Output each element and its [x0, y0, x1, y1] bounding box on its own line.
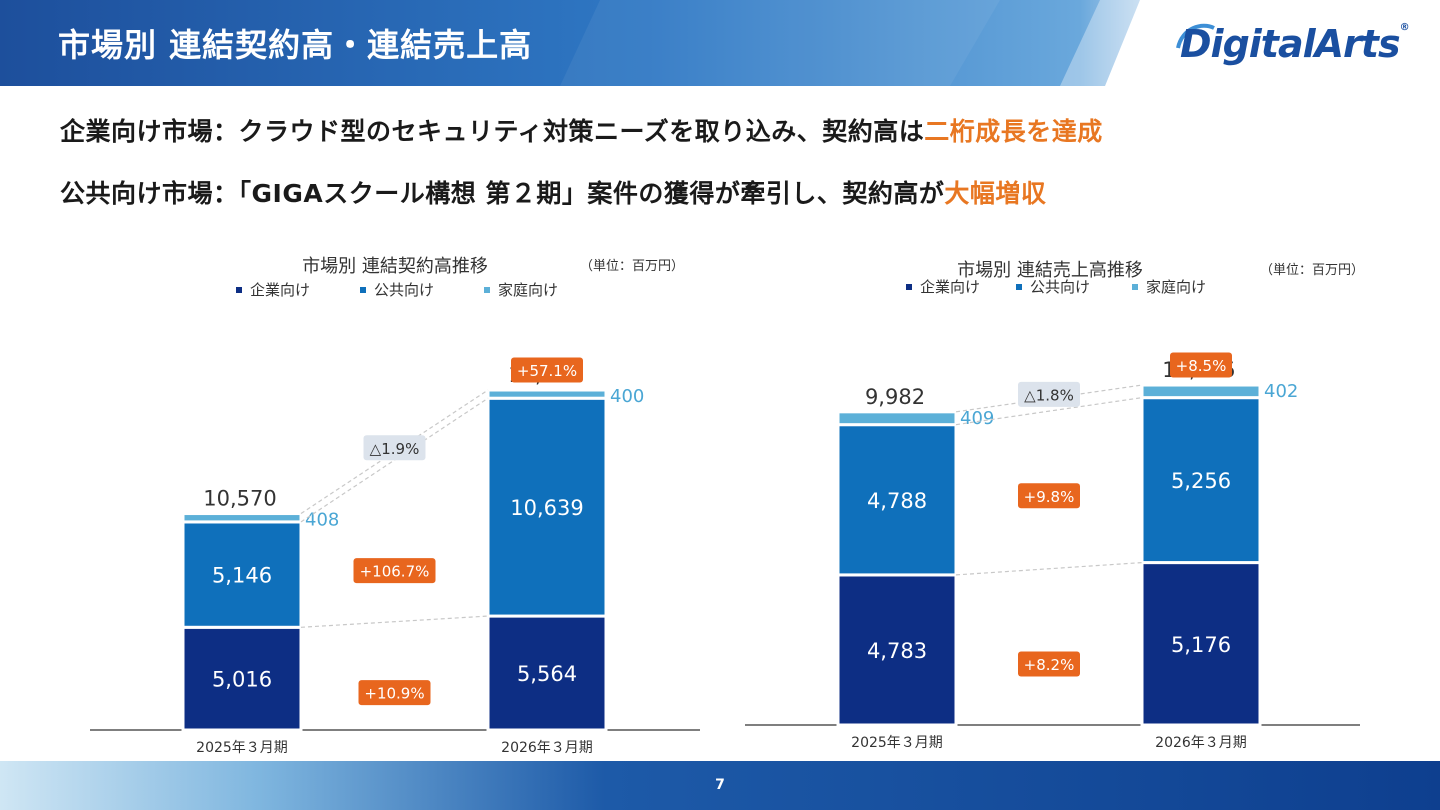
change-badge-enterprise: [1018, 651, 1080, 677]
logo-text: DigitalArts: [1180, 22, 1401, 66]
legend-label: 家庭向け: [498, 281, 558, 299]
change-badge-home-text: △1.9%: [370, 440, 420, 458]
legend-label: 家庭向け: [1146, 278, 1206, 296]
page-number: 7: [715, 777, 725, 793]
bar-segment-home: [1140, 383, 1262, 400]
change-badge-enterprise: [358, 680, 431, 706]
legend-swatch: [484, 287, 490, 293]
bar-segment-public: [1140, 396, 1262, 565]
data-label-public: 4,788: [867, 489, 927, 513]
bar-segment-enterprise: [836, 573, 958, 727]
header-decoration: [560, 0, 1440, 86]
bar-segment-enterprise: [181, 625, 303, 732]
data-label-enterprise: 5,564: [517, 662, 577, 686]
connector-enterprise: [955, 561, 1143, 576]
legend-label: 企業向け: [920, 278, 980, 296]
category-label: 2026年３月期: [1155, 735, 1247, 751]
company-logo: DigitalArts®: [1180, 22, 1410, 66]
change-badge-enterprise-text: +10.9%: [364, 685, 424, 703]
headline-enterprise: 企業向け市場：クラウド型のセキュリティ対策ニーズを取り込み、契約高は二桁成長を達…: [60, 112, 1103, 148]
data-label-public: 5,146: [212, 564, 272, 588]
legend-label: 企業向け: [250, 281, 310, 299]
slide-footer: [0, 761, 1440, 810]
bar-segment-enterprise: [1140, 561, 1262, 727]
legend-label: 公共向け: [374, 281, 434, 299]
headline-public: 公共向け市場：「GIGAスクール構想 第２期」案件の獲得が牽引し、契約高が大幅増…: [60, 174, 1046, 210]
change-badge-home-text: △1.8%: [1024, 386, 1074, 404]
change-badge-total-text: +8.5%: [1176, 357, 1227, 375]
change-badge-total-text: +57.1%: [517, 362, 577, 380]
change-badge-enterprise-text: +8.2%: [1024, 656, 1075, 674]
registered-mark: ®: [1399, 22, 1410, 33]
change-badge-public-text: +9.8%: [1024, 488, 1075, 506]
headline-enterprise-accent: 二桁成長を達成: [924, 117, 1103, 146]
bar-segment-public: [836, 423, 958, 577]
chart-title: 市場別 連結売上高推移: [957, 260, 1143, 281]
chart-title: 市場別 連結契約高推移: [302, 256, 488, 277]
page-title: 市場別 連結契約高・連結売上高: [58, 26, 533, 64]
logo-swoosh-icon: [1176, 23, 1215, 49]
headline-enterprise-text: 企業向け市場：クラウド型のセキュリティ対策ニーズを取り込み、契約高は: [60, 117, 925, 146]
data-label-home: 402: [1264, 381, 1298, 402]
chart-unit-label: （単位：百万円）: [1260, 262, 1364, 278]
chart-unit-label: （単位：百万円）: [580, 258, 684, 274]
headline-public-text: 公共向け市場：「GIGAスクール構想 第２期」案件の獲得が牽引し、契約高が: [60, 179, 945, 208]
data-label-home: 400: [610, 386, 644, 407]
bar-segment-home: [836, 410, 958, 427]
data-label-enterprise: 4,783: [867, 639, 927, 663]
data-label-public: 10,639: [510, 496, 583, 520]
headline-public-accent: 大幅増収: [944, 179, 1047, 208]
change-badge-total: [511, 357, 583, 383]
change-badge-total: [1170, 352, 1232, 378]
chart-contract-value: 市場別 連結契約高推移 （単位：百万円） 企業向け 公共向け 家庭向け 5,016 5,14…: [90, 256, 700, 756]
total-label: 9,982: [865, 385, 925, 409]
data-label-enterprise: 5,016: [212, 668, 272, 692]
data-label-home: 408: [305, 510, 339, 531]
change-badge-public: [353, 558, 436, 584]
legend-swatch: [1132, 284, 1138, 290]
legend-swatch: [360, 287, 366, 293]
data-label-public: 5,256: [1171, 469, 1231, 493]
change-badge-home: [363, 435, 426, 461]
total-label: 10,570: [203, 487, 276, 511]
data-label-enterprise: 5,176: [1171, 633, 1231, 657]
connector-enterprise: [300, 615, 489, 628]
legend-swatch: [1016, 284, 1022, 290]
change-badge-public: [1018, 483, 1080, 509]
connector-home-bottom: [955, 397, 1143, 426]
data-label-home: 409: [960, 408, 994, 429]
legend-swatch: [236, 287, 242, 293]
change-badge-public-text: +106.7%: [360, 563, 430, 581]
bar-segment-home: [486, 388, 608, 400]
legend-swatch: [906, 284, 912, 290]
category-label: 2025年３月期: [196, 740, 288, 756]
category-label: 2026年３月期: [501, 740, 593, 756]
change-badge-home: [1018, 381, 1080, 407]
category-label: 2025年３月期: [851, 735, 943, 751]
bar-segment-home: [181, 512, 303, 524]
chart-sales: 市場別 連結売上高推移 （単位：百万円） 企業向け 公共向け 家庭向け 4,783 4,78…: [745, 260, 1364, 751]
legend-label: 公共向け: [1030, 278, 1090, 296]
slide-header: [0, 0, 1440, 86]
